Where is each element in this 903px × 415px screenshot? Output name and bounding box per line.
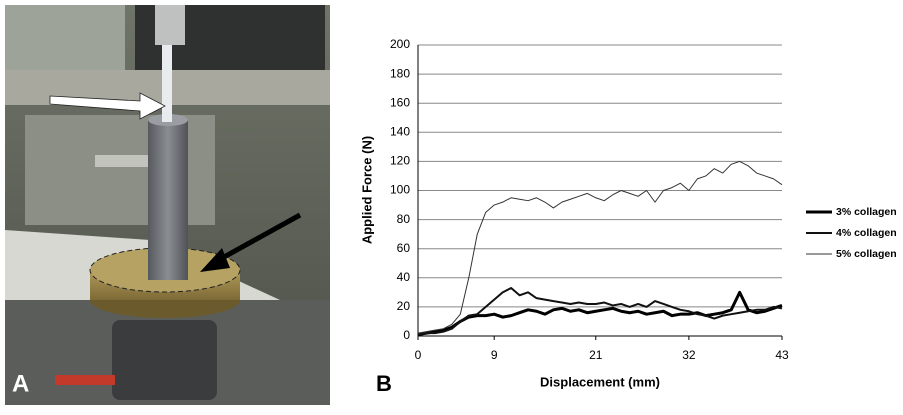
y-tick-label: 20 (397, 299, 411, 313)
y-tick-label: 200 (390, 37, 410, 51)
panel-label: B (376, 371, 392, 396)
x-axis-title: Displacement (mm) (540, 374, 660, 389)
data-line (417, 160, 783, 334)
legend-label: 4% collagen (836, 227, 897, 239)
y-tick-label: 120 (390, 154, 410, 168)
y-tick-label: 0 (403, 328, 410, 342)
y-tick-label: 140 (390, 124, 410, 138)
x-tick-label: 0 (415, 348, 422, 362)
legend-label: 5% collagen (836, 248, 897, 260)
y-tick-label: 180 (390, 66, 410, 80)
y-axis-title: Applied Force (N) (359, 136, 374, 244)
legend-label: 3% collagen (836, 206, 897, 218)
y-tick-label: 40 (397, 270, 411, 284)
x-tick-label: 43 (775, 348, 789, 362)
x-tick-label: 21 (589, 348, 603, 362)
photo: A (5, 5, 330, 405)
panel-label: A (12, 370, 29, 397)
y-tick-label: 100 (390, 183, 410, 197)
data-line (417, 290, 783, 337)
x-tick-label: 9 (491, 348, 498, 362)
x-tick-label: 32 (682, 348, 696, 362)
y-tick-label: 160 (390, 95, 410, 109)
y-tick-label: 60 (397, 241, 411, 255)
data-line (417, 286, 783, 336)
y-tick-label: 80 (397, 212, 411, 226)
